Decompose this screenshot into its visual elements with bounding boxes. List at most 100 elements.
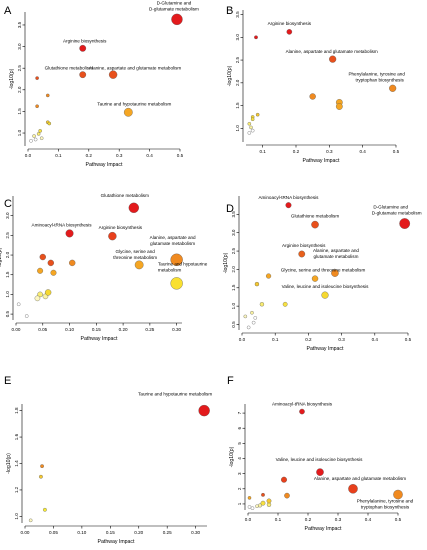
- panel-letter: A: [4, 5, 12, 17]
- x-tick-label: 0.0: [25, 153, 32, 158]
- x-tick-label: 0.2: [86, 153, 93, 158]
- panel-letter: E: [4, 375, 11, 387]
- y-tick-label: 2.5: [231, 247, 236, 254]
- y-axis-label: -log10(p): [0, 247, 3, 268]
- y-tick-label: 4: [237, 457, 242, 460]
- data-point: [33, 137, 38, 142]
- point-annotation: D-glutamate metabolism: [149, 6, 199, 11]
- data-point: [309, 93, 316, 100]
- y-tick-label: 3.0: [5, 212, 10, 219]
- point-annotation: Aminoacyl-tRNA biosynthesis: [272, 402, 333, 407]
- x-tick-label: 0.4: [372, 337, 379, 342]
- x-axis-label: Pathway Impact: [307, 346, 344, 352]
- panel-letter: D: [226, 203, 234, 215]
- data-point: [266, 502, 272, 507]
- x-tick-label: 0.1: [259, 149, 266, 154]
- data-point: [29, 139, 33, 143]
- data-point: [45, 93, 50, 98]
- y-tick-label: 1.0: [17, 129, 22, 136]
- x-tick-label: 0.3: [116, 153, 123, 158]
- x-tick-label: 0.00: [12, 327, 21, 332]
- x-tick-label: 0.4: [146, 153, 153, 158]
- x-tick-label: 0.1: [275, 517, 282, 522]
- x-axis-label: Pathway Impact: [303, 158, 340, 164]
- point-annotation: metabolism: [158, 267, 182, 272]
- x-tick-label: 0.4: [365, 517, 372, 522]
- x-axis-label: Pathway Impact: [81, 336, 118, 342]
- data-point: [254, 35, 258, 40]
- y-tick-label: 1.8: [14, 407, 19, 414]
- data-point: [39, 253, 46, 261]
- x-tick-label: 0.1: [55, 153, 62, 158]
- chart-panel-d: D 0.0 0.1 0.2 0.3 0.4 0.5 0.5 1.0 1.5 2.0 2.5 3.0 3.5…: [223, 195, 422, 352]
- x-tick-label: 0.1: [272, 337, 279, 342]
- data-point: [254, 281, 260, 287]
- point-annotation: Alanine, aspartate and glutamate metabol…: [89, 66, 181, 71]
- data-point: [331, 269, 339, 277]
- y-axis-label: -log10(p): [9, 68, 15, 89]
- x-tick-label: 0.0: [239, 337, 246, 342]
- data-point: [44, 289, 52, 296]
- point-annotation: D-glutamate metabolism: [372, 211, 422, 216]
- y-axis-label: -log10(p): [227, 65, 233, 86]
- y-tick-label: 6: [237, 427, 242, 430]
- x-tick-label: 0.20: [134, 530, 143, 535]
- data-point: [261, 492, 265, 497]
- point-annotation: Taurine and hypotaurine metabolism: [138, 392, 212, 397]
- data-point: [123, 107, 133, 117]
- y-tick-label: 2.0: [235, 79, 240, 86]
- y-tick-label: 1.5: [231, 284, 236, 291]
- x-tick-label: 0.15: [92, 327, 101, 332]
- point-annotation: tryptophan biosynthesis: [361, 505, 410, 510]
- y-tick-label: 1.6: [14, 433, 19, 440]
- data-point: [250, 128, 255, 133]
- point-annotation: tryptophan biosynthesis: [356, 77, 405, 82]
- x-tick-label: 0.10: [77, 530, 86, 535]
- y-axis-label: -log10(p): [6, 453, 12, 474]
- panel-letter: F: [227, 375, 234, 387]
- data-point: [35, 76, 39, 80]
- chart-panel-f: F 0.0 0.1 0.2 0.3 0.4 0.5 1 2 3 4 5 6 7 Pathway Impact…: [227, 375, 414, 532]
- data-point: [37, 291, 43, 298]
- x-tick-label: 0.4: [359, 149, 366, 154]
- data-point: [250, 506, 255, 510]
- x-tick-label: 0.15: [106, 530, 115, 535]
- point-annotation: Taurine and hypotaurine metabolism: [97, 101, 171, 106]
- x-tick-label: 0.3: [326, 149, 333, 154]
- data-point: [79, 44, 87, 52]
- data-point: [47, 259, 54, 267]
- point-annotation: Arginine biosynthesis: [268, 21, 312, 26]
- x-tick-label: 0.2: [305, 337, 312, 342]
- data-point: [321, 291, 329, 299]
- x-tick-label: 0.5: [405, 337, 412, 342]
- data-point: [259, 302, 265, 307]
- data-point: [50, 269, 57, 276]
- data-point: [399, 218, 411, 229]
- x-tick-label: 0.2: [305, 517, 312, 522]
- data-point: [251, 320, 256, 325]
- data-point: [255, 112, 260, 117]
- y-tick-label: 1.5: [235, 102, 240, 109]
- data-point: [249, 125, 253, 130]
- x-axis-label: Pathway Impact: [98, 539, 135, 545]
- data-point: [247, 122, 252, 126]
- panel-letter: B: [226, 5, 233, 17]
- y-tick-label: 3.5: [231, 211, 236, 218]
- data-point: [16, 302, 21, 307]
- y-tick-label: 1.2: [14, 486, 19, 493]
- data-point: [247, 505, 252, 509]
- data-point: [40, 464, 44, 469]
- x-axis-label: Pathway Impact: [305, 526, 342, 532]
- data-point: [335, 103, 343, 110]
- y-tick-label: 3.0: [17, 43, 22, 50]
- point-annotation: Glutathione metabolism: [45, 66, 93, 71]
- y-tick-label: 1.0: [235, 125, 240, 132]
- x-tick-label: 0.05: [38, 327, 47, 332]
- point-annotation: Glycine, serine and threonine metabolism: [281, 268, 366, 273]
- data-point: [246, 325, 251, 330]
- y-tick-label: 2.5: [235, 56, 240, 63]
- data-point: [348, 484, 358, 494]
- x-tick-label: 0.10: [65, 327, 74, 332]
- y-tick-label: 1.0: [231, 303, 236, 310]
- x-tick-label: 0.25: [145, 327, 154, 332]
